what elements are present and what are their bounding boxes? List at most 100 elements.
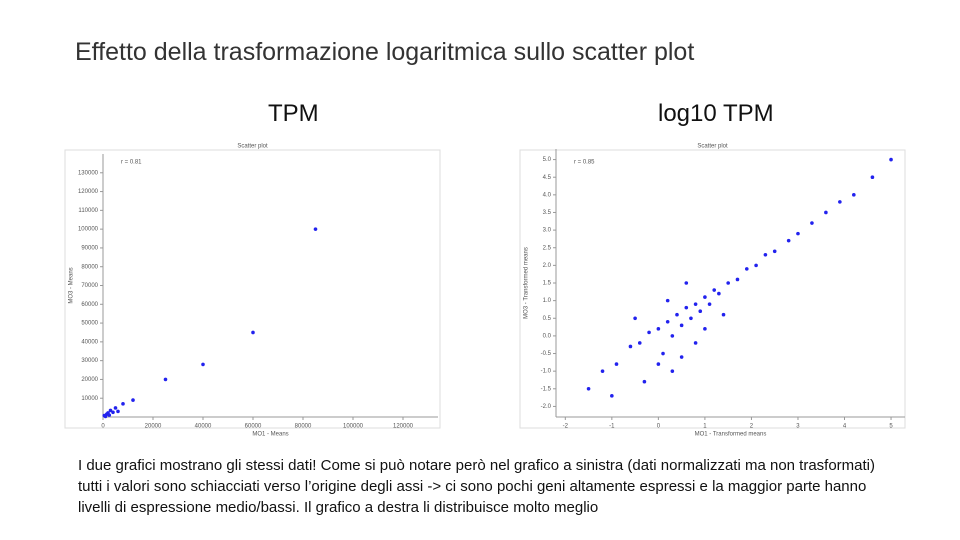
plot-frame xyxy=(64,149,441,429)
y-tick-label: 20000 xyxy=(81,377,98,383)
panel-label: TPM xyxy=(268,100,319,127)
y-tick-label: 110000 xyxy=(78,208,98,214)
point xyxy=(586,386,591,391)
x-tick-label: 3 xyxy=(796,424,800,430)
y-tick-label: 5.0 xyxy=(543,157,552,163)
x-axis-label: MO1 - Transformed means xyxy=(695,432,767,438)
point xyxy=(707,302,712,306)
point xyxy=(698,309,703,314)
point xyxy=(113,406,118,410)
y-tick-label: -1.5 xyxy=(541,386,552,392)
point xyxy=(703,295,707,299)
x-tick-label: 120000 xyxy=(393,424,414,430)
y-tick-label: 70000 xyxy=(81,283,98,289)
point xyxy=(679,323,684,328)
point xyxy=(772,249,777,254)
point xyxy=(852,193,856,197)
x-axis-label: MO1 - Means xyxy=(252,432,288,438)
point xyxy=(703,327,707,331)
point xyxy=(693,302,698,306)
point xyxy=(838,200,842,204)
point xyxy=(870,175,875,180)
caption: I due grafici mostrano gli stessi dati! … xyxy=(78,457,876,516)
plot-frame xyxy=(519,149,906,429)
y-tick-label: 2.5 xyxy=(543,245,552,251)
slide-title: Effetto della trasformazione logaritmica… xyxy=(75,38,695,66)
point xyxy=(679,355,684,359)
y-tick-label: -2.0 xyxy=(541,404,552,410)
y-tick-label: 10000 xyxy=(81,396,98,402)
point xyxy=(726,281,730,285)
y-tick-label: 80000 xyxy=(81,264,98,270)
point xyxy=(656,327,661,331)
point xyxy=(693,341,698,345)
y-tick-label: 90000 xyxy=(81,246,98,252)
point xyxy=(661,351,665,356)
point xyxy=(656,362,661,366)
point xyxy=(786,238,791,243)
point xyxy=(689,316,693,321)
point xyxy=(684,281,689,285)
y-tick-label: 130000 xyxy=(78,170,99,176)
y-tick-label: 30000 xyxy=(81,358,98,364)
x-tick-label: 40000 xyxy=(195,424,212,430)
chart-title: Scatter plot xyxy=(697,144,728,150)
y-tick-label: 3.0 xyxy=(543,228,552,234)
point xyxy=(670,334,675,338)
chart-title: Scatter plot xyxy=(237,144,268,150)
point xyxy=(108,408,113,413)
annotation: r = 0.81 xyxy=(121,160,142,166)
point xyxy=(744,267,749,271)
x-tick-label: 2 xyxy=(750,424,754,430)
point xyxy=(121,402,125,406)
x-tick-label: -2 xyxy=(563,424,569,430)
point xyxy=(600,369,605,373)
point xyxy=(796,231,800,236)
point xyxy=(313,227,318,231)
point xyxy=(712,288,717,292)
annotation: r = 0.85 xyxy=(574,160,595,166)
point xyxy=(717,291,721,296)
point xyxy=(637,341,642,345)
point xyxy=(131,398,135,402)
y-tick-label: 1.5 xyxy=(543,281,552,287)
point xyxy=(665,319,670,324)
point xyxy=(610,394,614,398)
point xyxy=(163,377,168,382)
point xyxy=(647,330,651,335)
point xyxy=(670,369,675,373)
x-tick-label: 60000 xyxy=(245,424,262,430)
point xyxy=(684,305,689,310)
point xyxy=(824,210,828,215)
point xyxy=(721,312,726,317)
panel-label: log10 TPM xyxy=(658,100,774,127)
x-tick-label: 0 xyxy=(101,424,105,430)
point xyxy=(116,409,120,414)
y-tick-label: 50000 xyxy=(81,321,98,327)
x-tick-label: 0 xyxy=(657,424,661,430)
point xyxy=(633,316,637,321)
point xyxy=(111,410,115,415)
y-axis-label: MO3 - Transformed means xyxy=(524,247,530,319)
y-axis-label: MO3 - Means xyxy=(69,267,75,303)
y-tick-label: 0.0 xyxy=(543,333,552,339)
x-tick-label: 5 xyxy=(889,424,893,430)
y-tick-label: 40000 xyxy=(81,339,98,345)
y-tick-label: -1.0 xyxy=(541,369,552,375)
y-tick-label: 3.5 xyxy=(543,210,552,216)
y-tick-label: 60000 xyxy=(81,302,98,308)
x-tick-label: -1 xyxy=(609,424,615,430)
y-tick-label: -0.5 xyxy=(541,351,552,357)
y-tick-label: 100000 xyxy=(78,227,99,233)
x-tick-label: 80000 xyxy=(295,424,312,430)
y-tick-label: 4.5 xyxy=(543,175,552,181)
y-tick-label: 1.0 xyxy=(543,298,552,304)
point xyxy=(251,330,255,335)
y-tick-label: 0.5 xyxy=(543,316,552,322)
point xyxy=(628,344,633,349)
x-tick-label: 20000 xyxy=(145,424,162,430)
x-tick-label: 4 xyxy=(843,424,847,430)
point xyxy=(665,298,670,303)
